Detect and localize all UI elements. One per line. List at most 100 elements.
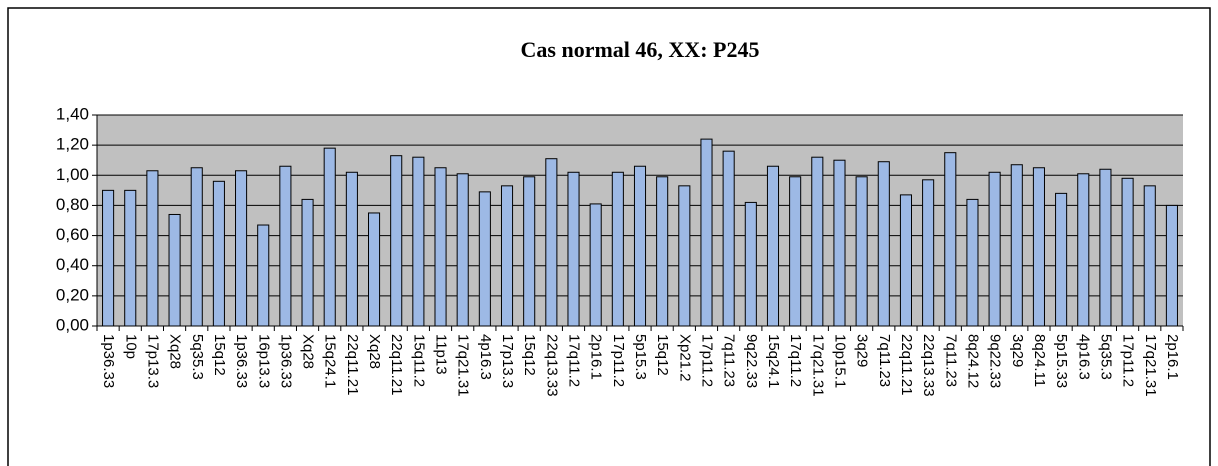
bar	[678, 185, 691, 327]
bar	[1121, 177, 1134, 327]
x-tick-label: 4p16.3	[477, 334, 494, 380]
bar	[611, 171, 624, 327]
bar	[102, 189, 115, 327]
bar	[922, 179, 935, 327]
bar	[766, 165, 780, 327]
x-tick-label: 15q24.1	[765, 334, 782, 388]
bar	[235, 170, 248, 327]
x-tick-label: 17q21.31	[1142, 334, 1159, 397]
bar	[500, 185, 514, 327]
y-tick-label: 1,00	[56, 165, 89, 184]
bar	[722, 150, 735, 327]
x-tick-label: 9q22.33	[987, 334, 1004, 388]
bar	[1099, 168, 1112, 327]
bar	[279, 165, 292, 327]
x-tick-label: 15q11.2	[410, 334, 427, 387]
x-tick-label: 11p13	[433, 334, 450, 375]
x-tick-label: 5q35.3	[189, 334, 206, 380]
bar	[478, 191, 491, 327]
x-tick-label: 16p13.3	[255, 334, 272, 388]
bar	[656, 176, 669, 327]
x-tick-label: Xp21.2	[676, 334, 693, 382]
x-tick-label: 3q29	[854, 334, 871, 367]
x-tick-label: 22q11.21	[898, 334, 915, 395]
x-tick-label: 9q22.33	[743, 334, 760, 388]
bar	[412, 156, 425, 327]
bar	[833, 159, 846, 327]
x-tick-label: 17p11.2	[1120, 334, 1137, 387]
x-tick-label: Xq28	[167, 334, 184, 369]
x-tick-label: 8q24.12	[964, 334, 981, 388]
x-tick-label: 8q24.11	[1031, 334, 1048, 387]
x-tick-label: 7q11.23	[721, 334, 738, 387]
x-tick-label: 1p36.33	[233, 334, 250, 388]
bar	[966, 198, 979, 327]
x-tick-label: 7q11.23	[876, 334, 893, 387]
bar	[633, 165, 647, 327]
y-tick-label: 1,20	[56, 135, 89, 154]
bar	[390, 155, 403, 327]
bar	[811, 156, 824, 327]
x-tick-label: 1p36.33	[100, 334, 117, 388]
x-tick-label: 7q11.23	[942, 334, 959, 387]
bar	[456, 173, 469, 327]
x-tick-label: 22q11.21	[388, 334, 405, 395]
bar	[190, 167, 203, 327]
bar	[545, 158, 558, 327]
y-tick-label: 0,20	[56, 285, 89, 304]
x-tick-label: 17q11.2	[787, 334, 804, 387]
bar	[434, 167, 447, 327]
x-tick-label: 17q21.31	[809, 334, 826, 397]
bar	[1077, 173, 1090, 327]
bar	[877, 161, 890, 327]
x-tick-label: 17p11.2	[610, 334, 627, 387]
x-tick-label: 5q35.3	[1097, 334, 1114, 380]
x-tick-label: 2p16.1	[1164, 334, 1181, 380]
bar	[323, 147, 336, 327]
x-tick-label: Xq28	[300, 334, 317, 369]
x-tick-label: 3q29	[1009, 334, 1026, 367]
x-tick-label: 22q11.21	[344, 334, 361, 395]
bar	[1055, 192, 1068, 327]
chart-title: Cas normal 46, XX: P245	[521, 37, 760, 62]
x-tick-label: 17q11.2	[566, 334, 583, 387]
x-tick-label: Xq28	[366, 334, 383, 369]
x-tick-label: 15q24.1	[322, 334, 339, 388]
x-tick-label: 17q21.31	[455, 334, 472, 397]
bar	[1165, 204, 1178, 327]
bar	[523, 176, 536, 327]
x-tick-label: 5p15.33	[1053, 334, 1070, 388]
x-tick-label: 15q12	[211, 334, 228, 376]
bar	[146, 170, 159, 327]
x-tick-label: 10p	[122, 334, 139, 359]
bar	[168, 213, 181, 327]
bar	[301, 198, 314, 327]
x-tick-label: 2p16.1	[588, 334, 605, 380]
y-tick-label: 0,40	[56, 255, 89, 274]
x-tick-label: 15q12	[521, 334, 538, 376]
bar	[789, 176, 802, 327]
bar	[1010, 164, 1023, 327]
bar	[744, 201, 757, 327]
x-tick-label: 17p13.3	[499, 334, 516, 388]
bar	[345, 171, 358, 327]
y-tick-label: 0,60	[56, 225, 89, 244]
bar	[368, 212, 381, 327]
x-tick-label: 4p16.3	[1075, 334, 1092, 380]
bar	[589, 203, 602, 327]
x-tick-label: 5p15.3	[632, 334, 649, 380]
bar	[944, 152, 957, 327]
bar	[124, 189, 137, 327]
x-tick-label: 22q13.33	[920, 334, 937, 397]
bar	[700, 138, 713, 327]
bar	[1143, 185, 1156, 327]
x-tick-label: 22q13.33	[543, 334, 560, 397]
x-tick-label: 15q12	[654, 334, 671, 376]
x-tick-label: 17p13.3	[144, 334, 161, 388]
y-tick-label: 0,00	[56, 315, 89, 334]
bar	[212, 180, 225, 327]
y-tick-label: 1,40	[56, 104, 89, 123]
x-tick-label: 1p36.33	[277, 334, 294, 388]
bar	[855, 176, 868, 327]
